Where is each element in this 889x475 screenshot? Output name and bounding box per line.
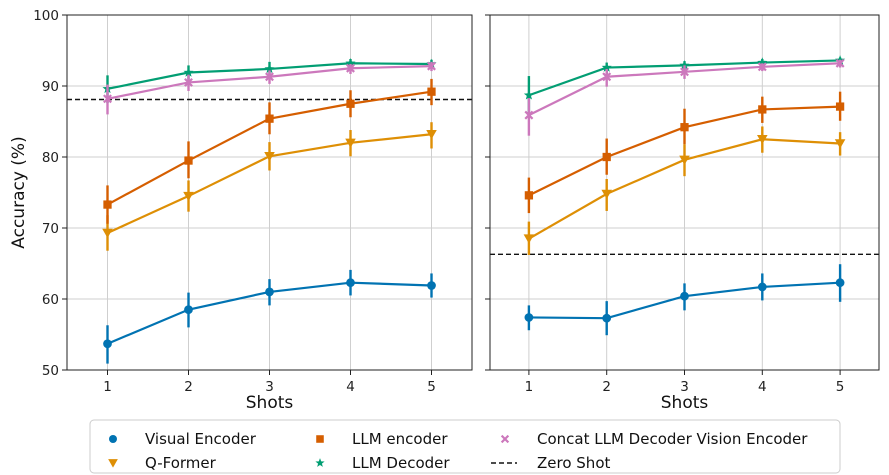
legend-label: LLM encoder bbox=[352, 430, 448, 448]
legend-marker bbox=[108, 459, 118, 468]
data-point bbox=[601, 189, 612, 199]
data-point bbox=[427, 61, 436, 71]
chart-panels: 1 2 3 4 5 50 60 70 80 90 100 Shots Accuracy (%) 1 2 3 4 5… bbox=[9, 8, 880, 413]
x-tick-label: 5 bbox=[836, 379, 845, 395]
data-point bbox=[345, 138, 356, 148]
x-tick-label: 3 bbox=[265, 379, 274, 395]
series-llm-encoder bbox=[103, 78, 436, 224]
data-point bbox=[103, 94, 112, 104]
legend-label: Zero Shot bbox=[537, 454, 610, 472]
x-tick-label: 1 bbox=[103, 379, 112, 395]
data-point bbox=[346, 99, 355, 108]
data-point bbox=[523, 89, 534, 100]
y-tick-label: 70 bbox=[42, 221, 59, 237]
data-point bbox=[602, 152, 611, 162]
data-point bbox=[184, 305, 193, 315]
x-tick-label: 5 bbox=[427, 379, 436, 395]
data-point bbox=[346, 278, 355, 288]
legend-marker bbox=[109, 435, 117, 443]
data-point bbox=[524, 110, 534, 120]
data-point bbox=[679, 155, 690, 165]
series-concat-llm-decoder-vision-encoder bbox=[524, 58, 845, 136]
data-point bbox=[758, 105, 767, 114]
data-point bbox=[524, 313, 534, 322]
data-point bbox=[757, 62, 767, 72]
data-point bbox=[680, 291, 689, 301]
data-point bbox=[602, 313, 612, 323]
data-point bbox=[680, 67, 689, 77]
legend-item-llm-encoder: LLM encoder bbox=[316, 430, 448, 448]
legend-box bbox=[89, 419, 841, 474]
legend-label: Q-Former bbox=[145, 454, 217, 472]
data-point bbox=[102, 228, 113, 238]
data-point bbox=[103, 200, 112, 209]
legend: Visual Encoder LLM encoder Concat LLM Deco… bbox=[89, 419, 841, 474]
data-point bbox=[346, 63, 355, 73]
series-q-former bbox=[523, 126, 846, 255]
series-visual-encoder bbox=[103, 269, 436, 364]
x-tick-label: 2 bbox=[184, 379, 193, 395]
x-tick-label: 4 bbox=[758, 379, 767, 395]
data-point bbox=[834, 139, 846, 149]
y-tick-label: 60 bbox=[42, 292, 59, 308]
data-point bbox=[426, 130, 437, 140]
legend-marker bbox=[316, 435, 324, 443]
panel-left: 1 2 3 4 5 50 60 70 80 90 100 Shots Accuracy (%) bbox=[9, 8, 473, 413]
panel-right: 1 2 3 4 5 Shots bbox=[485, 14, 880, 413]
x-axis-label: Shots bbox=[661, 393, 709, 413]
data-point bbox=[184, 156, 193, 165]
data-point bbox=[757, 282, 767, 292]
data-point bbox=[602, 72, 612, 82]
x-tick-label: 1 bbox=[525, 379, 534, 395]
y-tick-label: 90 bbox=[42, 79, 59, 95]
legend-label: Concat LLM Decoder Vision Encoder bbox=[537, 430, 808, 448]
data-point bbox=[680, 123, 689, 132]
data-point bbox=[427, 281, 436, 290]
data-point bbox=[757, 57, 768, 67]
y-tick-label: 50 bbox=[42, 363, 59, 379]
data-point bbox=[265, 114, 274, 123]
x-tick-label: 2 bbox=[602, 379, 611, 395]
data-point bbox=[427, 87, 436, 96]
legend-item-concat-llm-decoder-vision-encoder: Concat LLM Decoder Vision Encoder bbox=[500, 430, 808, 448]
x-tick-label: 4 bbox=[346, 379, 355, 395]
y-tick-label: 80 bbox=[42, 150, 59, 166]
data-point bbox=[265, 287, 274, 297]
data-point bbox=[264, 63, 275, 74]
legend-marker bbox=[500, 434, 510, 444]
data-point bbox=[601, 62, 612, 72]
legend-item-zero-shot: Zero Shot bbox=[491, 454, 610, 472]
data-point bbox=[183, 67, 194, 77]
legend-item-visual-encoder: Visual Encoder bbox=[109, 430, 257, 448]
data-point bbox=[523, 234, 535, 244]
legend-item-llm-decoder: LLM Decoder bbox=[315, 454, 450, 472]
series-q-former bbox=[102, 122, 437, 251]
data-point bbox=[103, 339, 112, 349]
data-point bbox=[679, 60, 690, 70]
y-axis-label: Accuracy (%) bbox=[9, 136, 29, 248]
legend-marker bbox=[315, 458, 325, 467]
data-point bbox=[345, 57, 356, 68]
legend-item-q-former: Q-Former bbox=[108, 454, 217, 472]
data-point bbox=[184, 77, 193, 87]
data-point bbox=[835, 278, 845, 288]
data-point bbox=[524, 191, 534, 200]
series-concat-llm-decoder-vision-encoder bbox=[103, 61, 436, 115]
x-axis-label: Shots bbox=[246, 393, 294, 413]
data-point bbox=[835, 102, 845, 111]
series-visual-encoder bbox=[524, 264, 845, 336]
y-tick-label: 100 bbox=[33, 8, 59, 24]
data-point bbox=[835, 58, 845, 68]
legend-label: LLM Decoder bbox=[352, 454, 450, 472]
data-point bbox=[757, 135, 768, 145]
data-point bbox=[265, 72, 274, 82]
data-point bbox=[183, 191, 194, 202]
series-llm-encoder bbox=[524, 91, 845, 214]
legend-label: Visual Encoder bbox=[145, 430, 257, 448]
data-point bbox=[264, 152, 275, 162]
x-tick-label: 3 bbox=[680, 379, 689, 395]
